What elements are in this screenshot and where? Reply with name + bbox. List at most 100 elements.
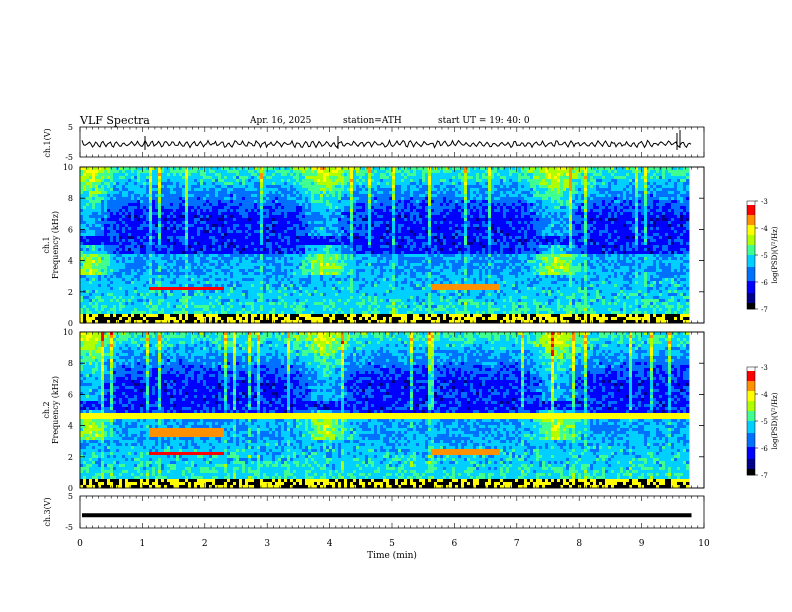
spectrogram-cell	[185, 170, 189, 174]
spectrogram-cell	[98, 299, 102, 303]
spectrogram-cell	[311, 194, 315, 198]
spectrogram-cell	[329, 311, 333, 315]
spectrogram-cell	[152, 224, 156, 228]
spectrogram-cell	[218, 278, 222, 282]
spectrogram-cell	[320, 221, 324, 225]
spectrogram-cell	[221, 218, 225, 222]
spectrogram-cell	[281, 311, 285, 315]
spectrogram-cell	[266, 281, 270, 285]
spectrogram-cell	[119, 263, 123, 267]
spectrogram-cell	[221, 230, 225, 234]
spectrogram-cell	[158, 200, 162, 204]
spectrogram-cell	[323, 314, 327, 318]
spectrogram-cell	[80, 260, 84, 264]
spectrogram-cell	[320, 200, 324, 204]
spectrogram-cell	[125, 167, 129, 171]
spectrogram-cell	[305, 212, 309, 216]
spectrogram-cell	[89, 200, 93, 204]
spectrogram-cell	[302, 311, 306, 315]
spectrogram-cell	[176, 242, 180, 246]
spectrogram-cell	[125, 278, 129, 282]
spectrogram-cell	[293, 251, 297, 255]
spectrogram-cell	[212, 314, 216, 318]
spectrogram-cell	[284, 236, 288, 240]
spectrogram-cell	[320, 197, 324, 201]
spectrogram-cell	[335, 290, 339, 294]
spectrogram-cell	[311, 311, 315, 315]
spectrogram-cell	[314, 275, 318, 279]
spectrogram-cell	[317, 236, 321, 240]
spectrogram-cell	[149, 248, 153, 252]
spectrogram-cell	[329, 236, 333, 240]
spectrogram-cell	[176, 230, 180, 234]
spectrogram-cell	[215, 314, 219, 318]
spectrogram-cell	[209, 170, 213, 174]
spectrogram-cell	[269, 212, 273, 216]
spectrogram-cell	[299, 224, 303, 228]
spectrogram-cell	[143, 224, 147, 228]
spectrogram-cell	[164, 287, 168, 291]
spectrogram-cell	[296, 167, 300, 171]
spectrogram-cell	[86, 167, 90, 171]
spectrogram-cell	[164, 218, 168, 222]
spectrogram-cell	[278, 194, 282, 198]
spectrogram-cell	[170, 314, 174, 318]
spectrogram-cell	[212, 293, 216, 297]
spectrogram-cell	[104, 260, 108, 264]
spectrogram-cell	[254, 173, 258, 177]
spectrogram-cell	[218, 209, 222, 213]
spectrogram-cell	[185, 275, 189, 279]
spectrogram-cell	[218, 305, 222, 309]
spectrogram-cell	[344, 233, 348, 237]
spectrogram-cell	[305, 245, 309, 249]
spectrogram-cell	[170, 305, 174, 309]
spectrogram-cell	[230, 317, 234, 321]
spectrogram-cell	[281, 257, 285, 261]
spectrogram-cell	[263, 263, 267, 267]
spectrogram-cell	[335, 224, 339, 228]
spectrogram-cell	[155, 299, 159, 303]
spectrogram-cell	[173, 191, 177, 195]
spectrogram-cell	[251, 299, 255, 303]
spectrogram-cell	[131, 305, 135, 309]
spectrogram-cell	[95, 173, 99, 177]
spectrogram-cell	[158, 221, 162, 225]
spectrogram-cell	[113, 236, 117, 240]
spectrogram-cell	[302, 209, 306, 213]
spectrogram-cell	[155, 203, 159, 207]
spectrogram-cell	[296, 191, 300, 195]
spectrogram-cell	[122, 293, 126, 297]
spectrogram-cell	[110, 290, 114, 294]
spectrogram-cell	[227, 281, 231, 285]
spectrogram-cell	[209, 251, 213, 255]
spectrogram-cell	[362, 233, 366, 237]
spectrogram-cell	[323, 200, 327, 204]
spectrogram-cell	[149, 305, 153, 309]
spectrogram-cell	[260, 305, 264, 309]
spectrogram-cell	[170, 281, 174, 285]
spectrogram-cell	[104, 257, 108, 261]
spectrogram-cell	[260, 188, 264, 192]
spectrogram-cell	[314, 194, 318, 198]
spectrogram-cell	[296, 176, 300, 180]
spectrogram-cell	[356, 170, 360, 174]
spectrogram-cell	[314, 206, 318, 210]
spectrogram-cell	[119, 200, 123, 204]
spectrogram-cell	[188, 215, 192, 219]
spectrogram-cell	[290, 191, 294, 195]
spectrogram-cell	[296, 287, 300, 291]
spectrogram-cell	[185, 269, 189, 273]
spectrogram-cell	[191, 167, 195, 171]
spectrogram-cell	[281, 212, 285, 216]
spectrogram-cell	[356, 221, 360, 225]
spectrogram-cell	[101, 170, 105, 174]
spectrogram-cell	[275, 290, 279, 294]
spectrogram-cell	[296, 170, 300, 174]
spectrogram-cell	[287, 275, 291, 279]
spectrogram-cell	[242, 248, 246, 252]
spectrogram-cell	[83, 314, 87, 318]
spectrogram-cell	[341, 218, 345, 222]
spectrogram-cell	[80, 275, 84, 279]
spectrogram-cell	[101, 320, 105, 324]
spectrogram-cell	[299, 239, 303, 243]
